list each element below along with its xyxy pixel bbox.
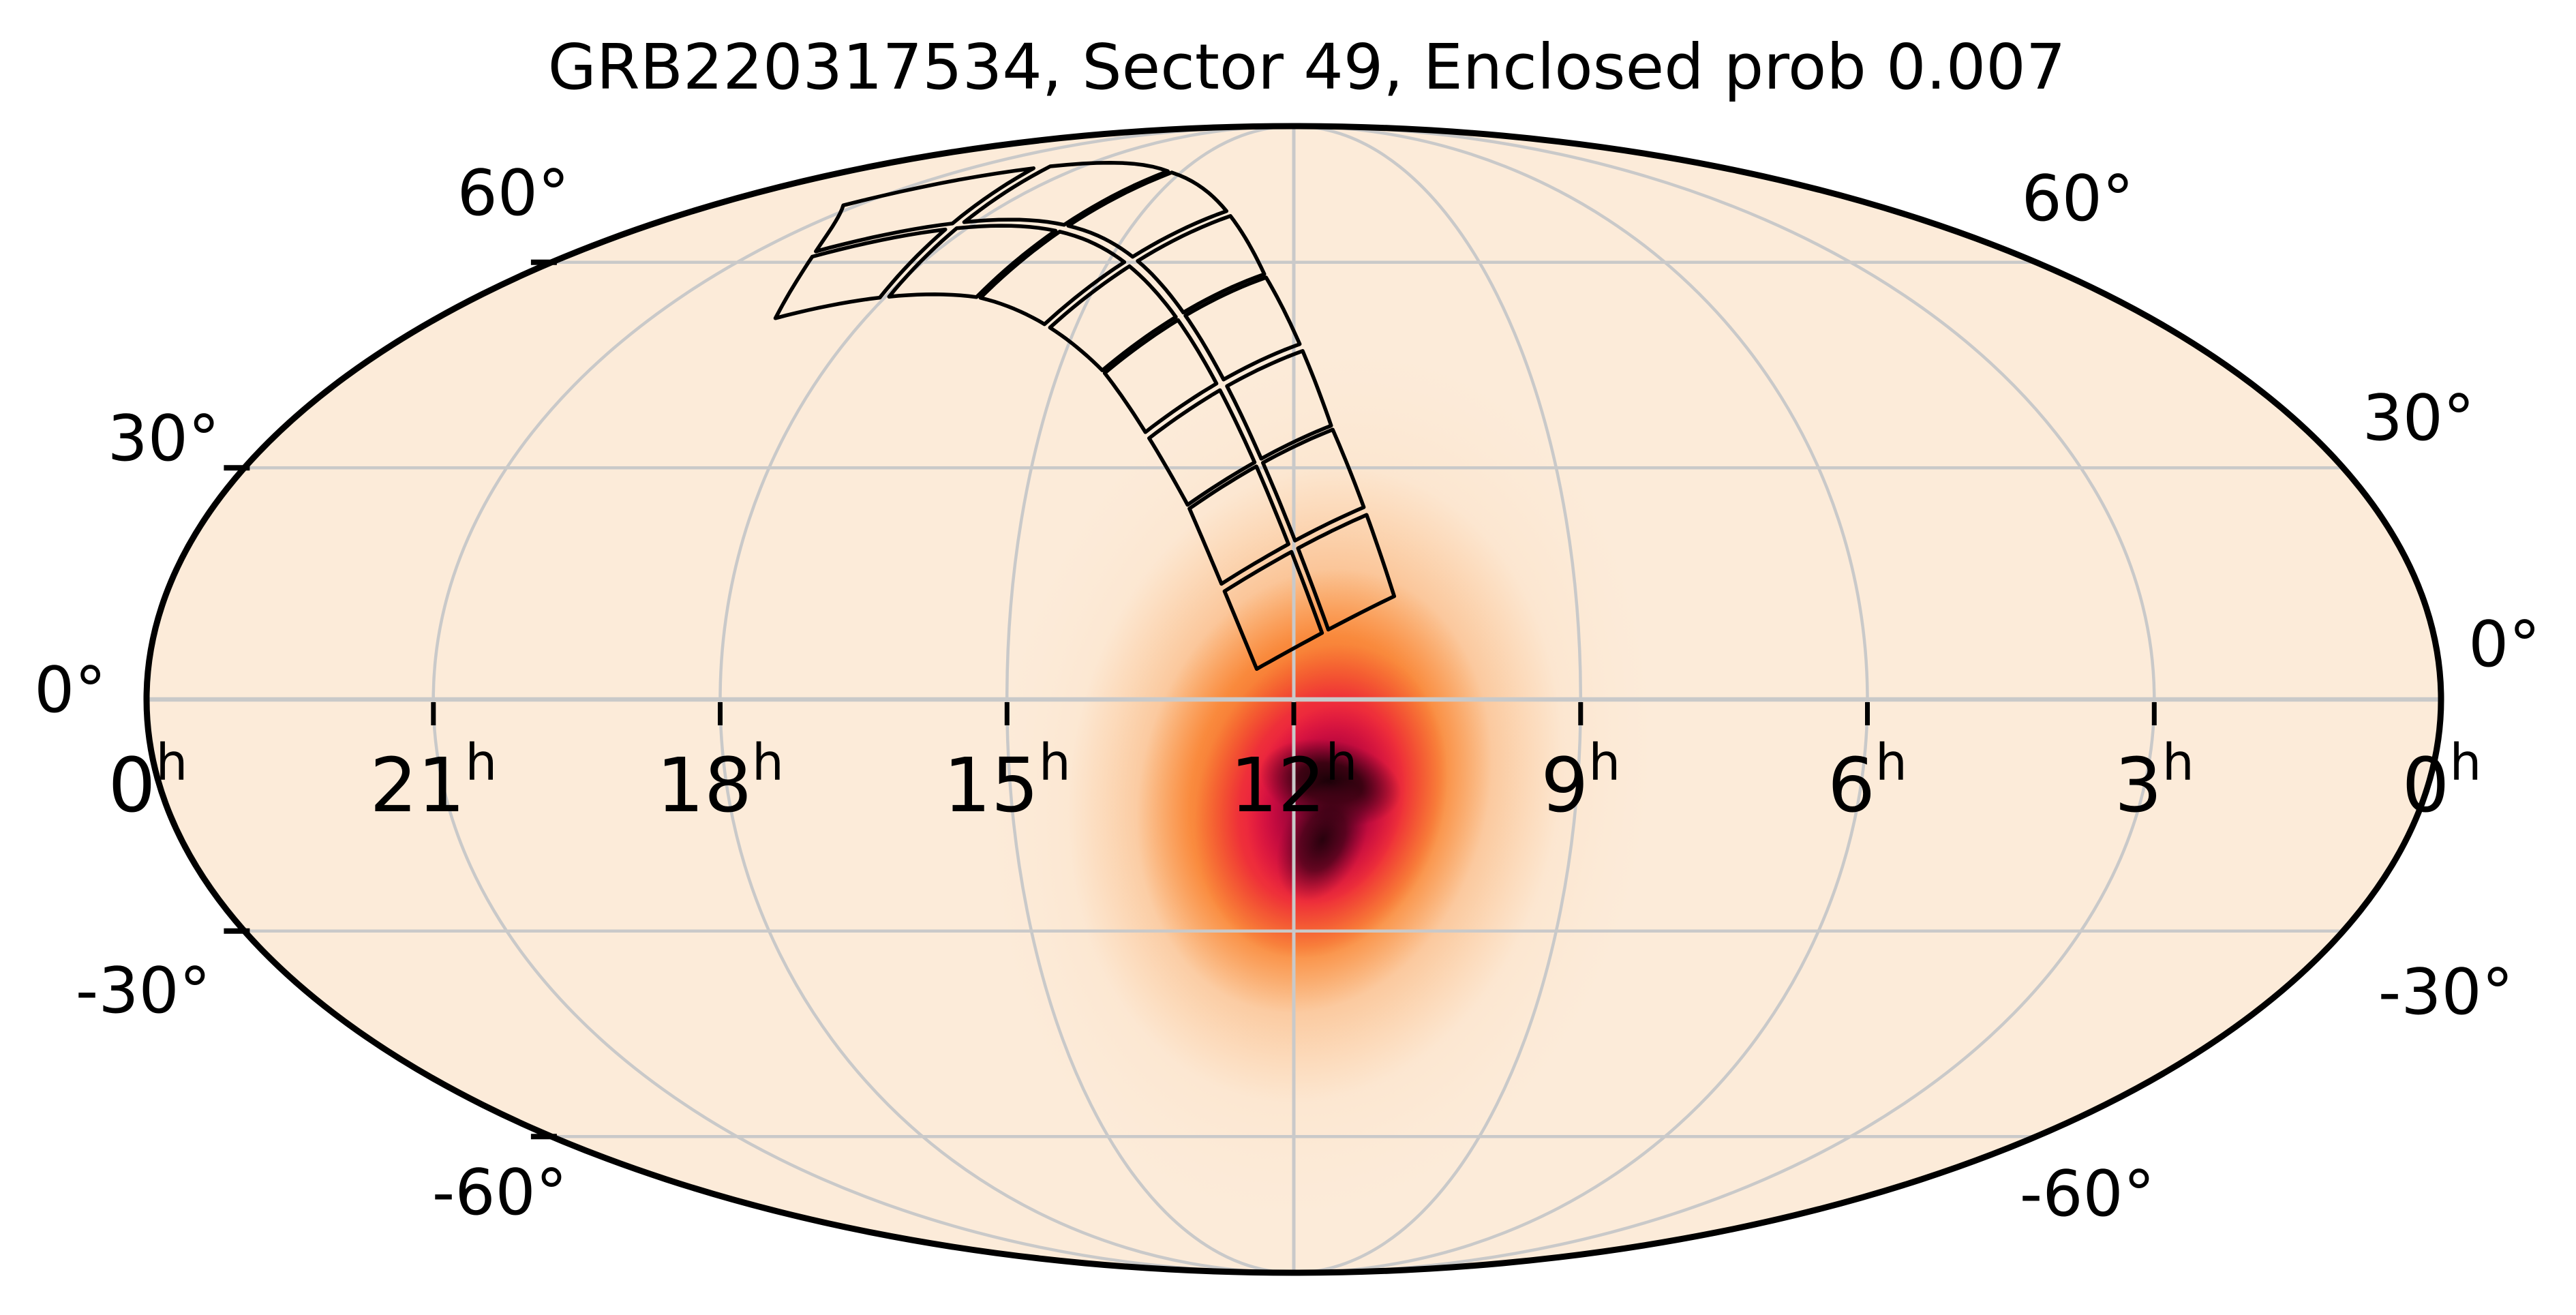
tess-camera3-ccd3 [1048, 264, 1178, 373]
yticklabel-left-0deg: 0° [34, 653, 106, 727]
xticklabel-6h: 6h [1828, 734, 1907, 829]
yticklabel-left--30deg: -30° [76, 954, 211, 1027]
projection-boundary [143, 123, 2444, 1276]
axis-labels: 0h 21h 18h 15h 12h 9h 6h 3h 0h 60° 60° 30° 30° 0° 0° -3… [34, 156, 2541, 1230]
yticklabel-left--60deg: -60° [432, 1155, 567, 1229]
yticklabel-right--60deg: -60° [2020, 1157, 2155, 1230]
chart-title: GRB220317534, Sector 49, Enclosed prob 0… [548, 31, 2066, 104]
tess-camera4-ccd3 [887, 224, 1058, 299]
tess-sector-footprint [773, 160, 1397, 671]
xticklabel-21h: 21h [369, 734, 497, 829]
xticklabel-12h: 12h [1230, 734, 1358, 829]
yticklabel-left-30deg: 30° [108, 402, 220, 475]
xticklabel-15h: 15h [943, 734, 1071, 829]
axis-ticks [224, 259, 2157, 1140]
yticklabel-right-0deg: 0° [2468, 607, 2541, 681]
yticklabel-left-60deg: 60° [457, 156, 570, 230]
tess-camera2-ccd1 [1225, 349, 1333, 461]
yticklabel-right-60deg: 60° [2022, 162, 2134, 235]
tess-camera1-ccd2 [1260, 427, 1366, 543]
meridian-3h [1293, 124, 2156, 1275]
meridian-6h [1293, 124, 1869, 1275]
tess-camera1-ccd3 [1222, 549, 1324, 671]
xticklabel-9h: 9h [1541, 734, 1620, 829]
xticklabel-0h: 0h [108, 734, 188, 829]
xticklabel-18h: 18h [656, 734, 784, 829]
xticklabel-0h: 0h [2402, 734, 2482, 829]
tess-camera1-ccd4 [1187, 464, 1290, 586]
tess-camera4-ccd4 [773, 227, 948, 320]
tess-camera3-ccd1 [1136, 214, 1267, 315]
yticklabel-right-30deg: 30° [2363, 381, 2475, 455]
tess-camera2-ccd2 [1183, 275, 1302, 382]
tess-camera2-ccd4 [1102, 318, 1219, 434]
tess-camera4-ccd2 [814, 166, 1036, 254]
tess-camera3-ccd2 [1066, 170, 1229, 259]
meridian-9h [1293, 124, 1583, 1275]
xticklabel-3h: 3h [2115, 734, 2194, 829]
meridian-15h [1005, 124, 1294, 1275]
meridian-18h [718, 124, 1294, 1275]
tess-camera3-ccd4 [978, 230, 1127, 327]
tess-camera2-ccd3 [1147, 388, 1257, 507]
tess-camera4-ccd1 [962, 160, 1170, 227]
yticklabel-right--30deg: -30° [2378, 955, 2513, 1029]
tess-camera1-ccd1 [1296, 513, 1397, 632]
